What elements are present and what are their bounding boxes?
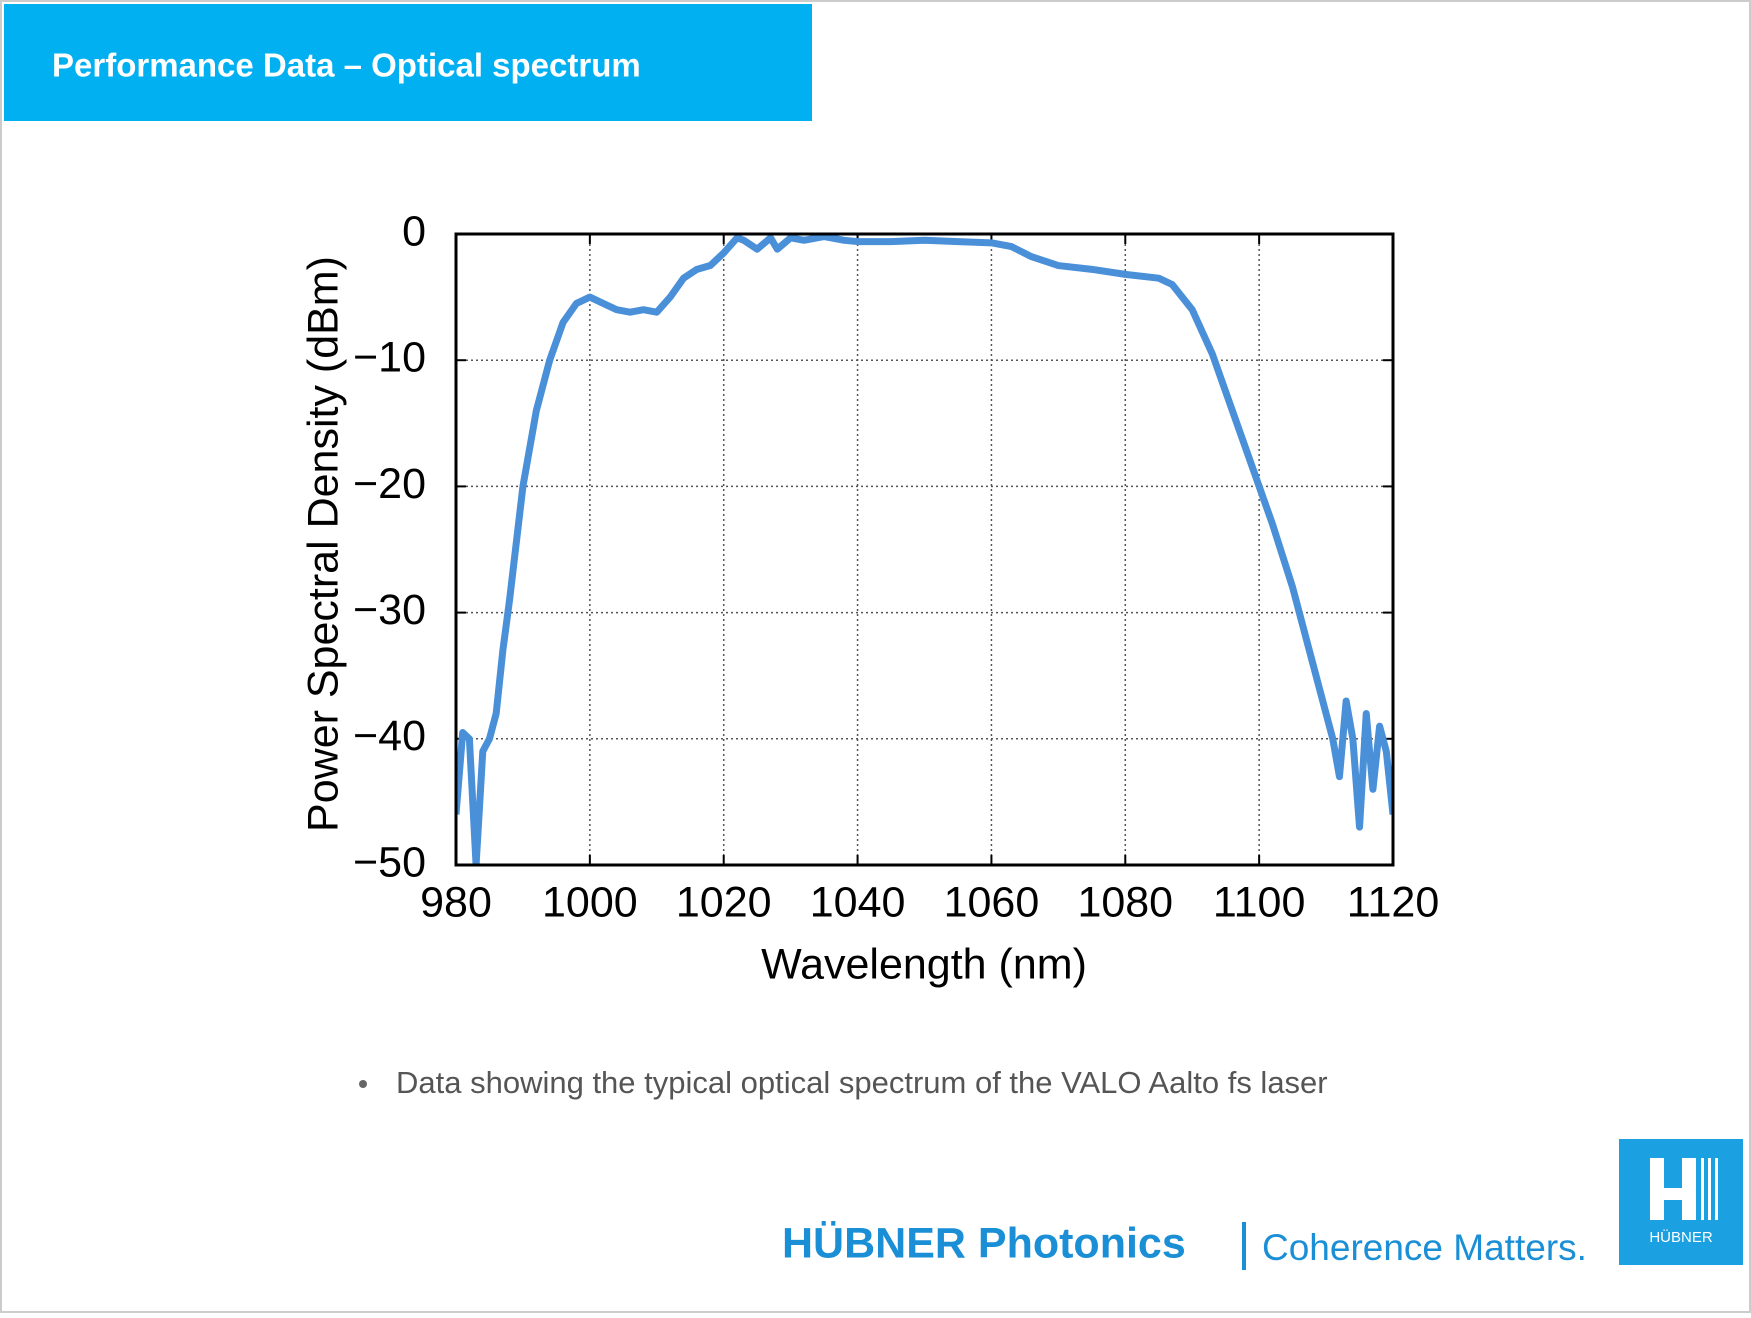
slide-title: Performance Data – Optical spectrum xyxy=(52,47,641,84)
x-tick-label: 1080 xyxy=(1077,878,1173,926)
spectrum-line xyxy=(456,234,1393,865)
x-tick-label: 1100 xyxy=(1213,878,1305,926)
x-tick-label: 1000 xyxy=(542,878,638,926)
plot-frame xyxy=(454,232,1395,867)
y-tick-label: −40 xyxy=(353,712,426,760)
logo: HÜBNER xyxy=(1619,1139,1743,1265)
y-tick-label: 0 xyxy=(402,207,426,255)
y-tick-label: −20 xyxy=(353,460,426,508)
y-tick-label: −10 xyxy=(353,334,426,382)
x-tick-label: 1020 xyxy=(676,878,772,926)
bullet-text: Data showing the typical optical spectru… xyxy=(396,1065,1328,1100)
x-tick-label: 1120 xyxy=(1347,878,1439,926)
logo-text: HÜBNER xyxy=(1649,1228,1713,1246)
y-tick-label: −30 xyxy=(353,586,426,634)
logo-lines xyxy=(1701,1158,1718,1220)
plot: 980 1000 1020 1040 1060 1080 1100 1120 0 −10 −20 −3… xyxy=(353,207,1439,926)
x-tick-label: 1060 xyxy=(944,878,1040,926)
y-tick-label: −50 xyxy=(353,838,426,886)
logo-box xyxy=(1619,1139,1743,1265)
x-tick-label: 980 xyxy=(420,878,492,926)
x-tick-label: 1040 xyxy=(810,878,906,926)
slogan: Coherence Matters. xyxy=(1262,1227,1587,1268)
logo-h xyxy=(1650,1158,1696,1220)
x-axis-label: Wavelength (nm) xyxy=(761,940,1087,988)
header-band xyxy=(4,4,812,121)
bullet-dot xyxy=(359,1080,367,1088)
brand: HÜBNER Photonics xyxy=(782,1219,1186,1267)
separator xyxy=(1242,1222,1246,1270)
y-axis-label: Power Spectral Density (dBm) xyxy=(299,256,347,832)
